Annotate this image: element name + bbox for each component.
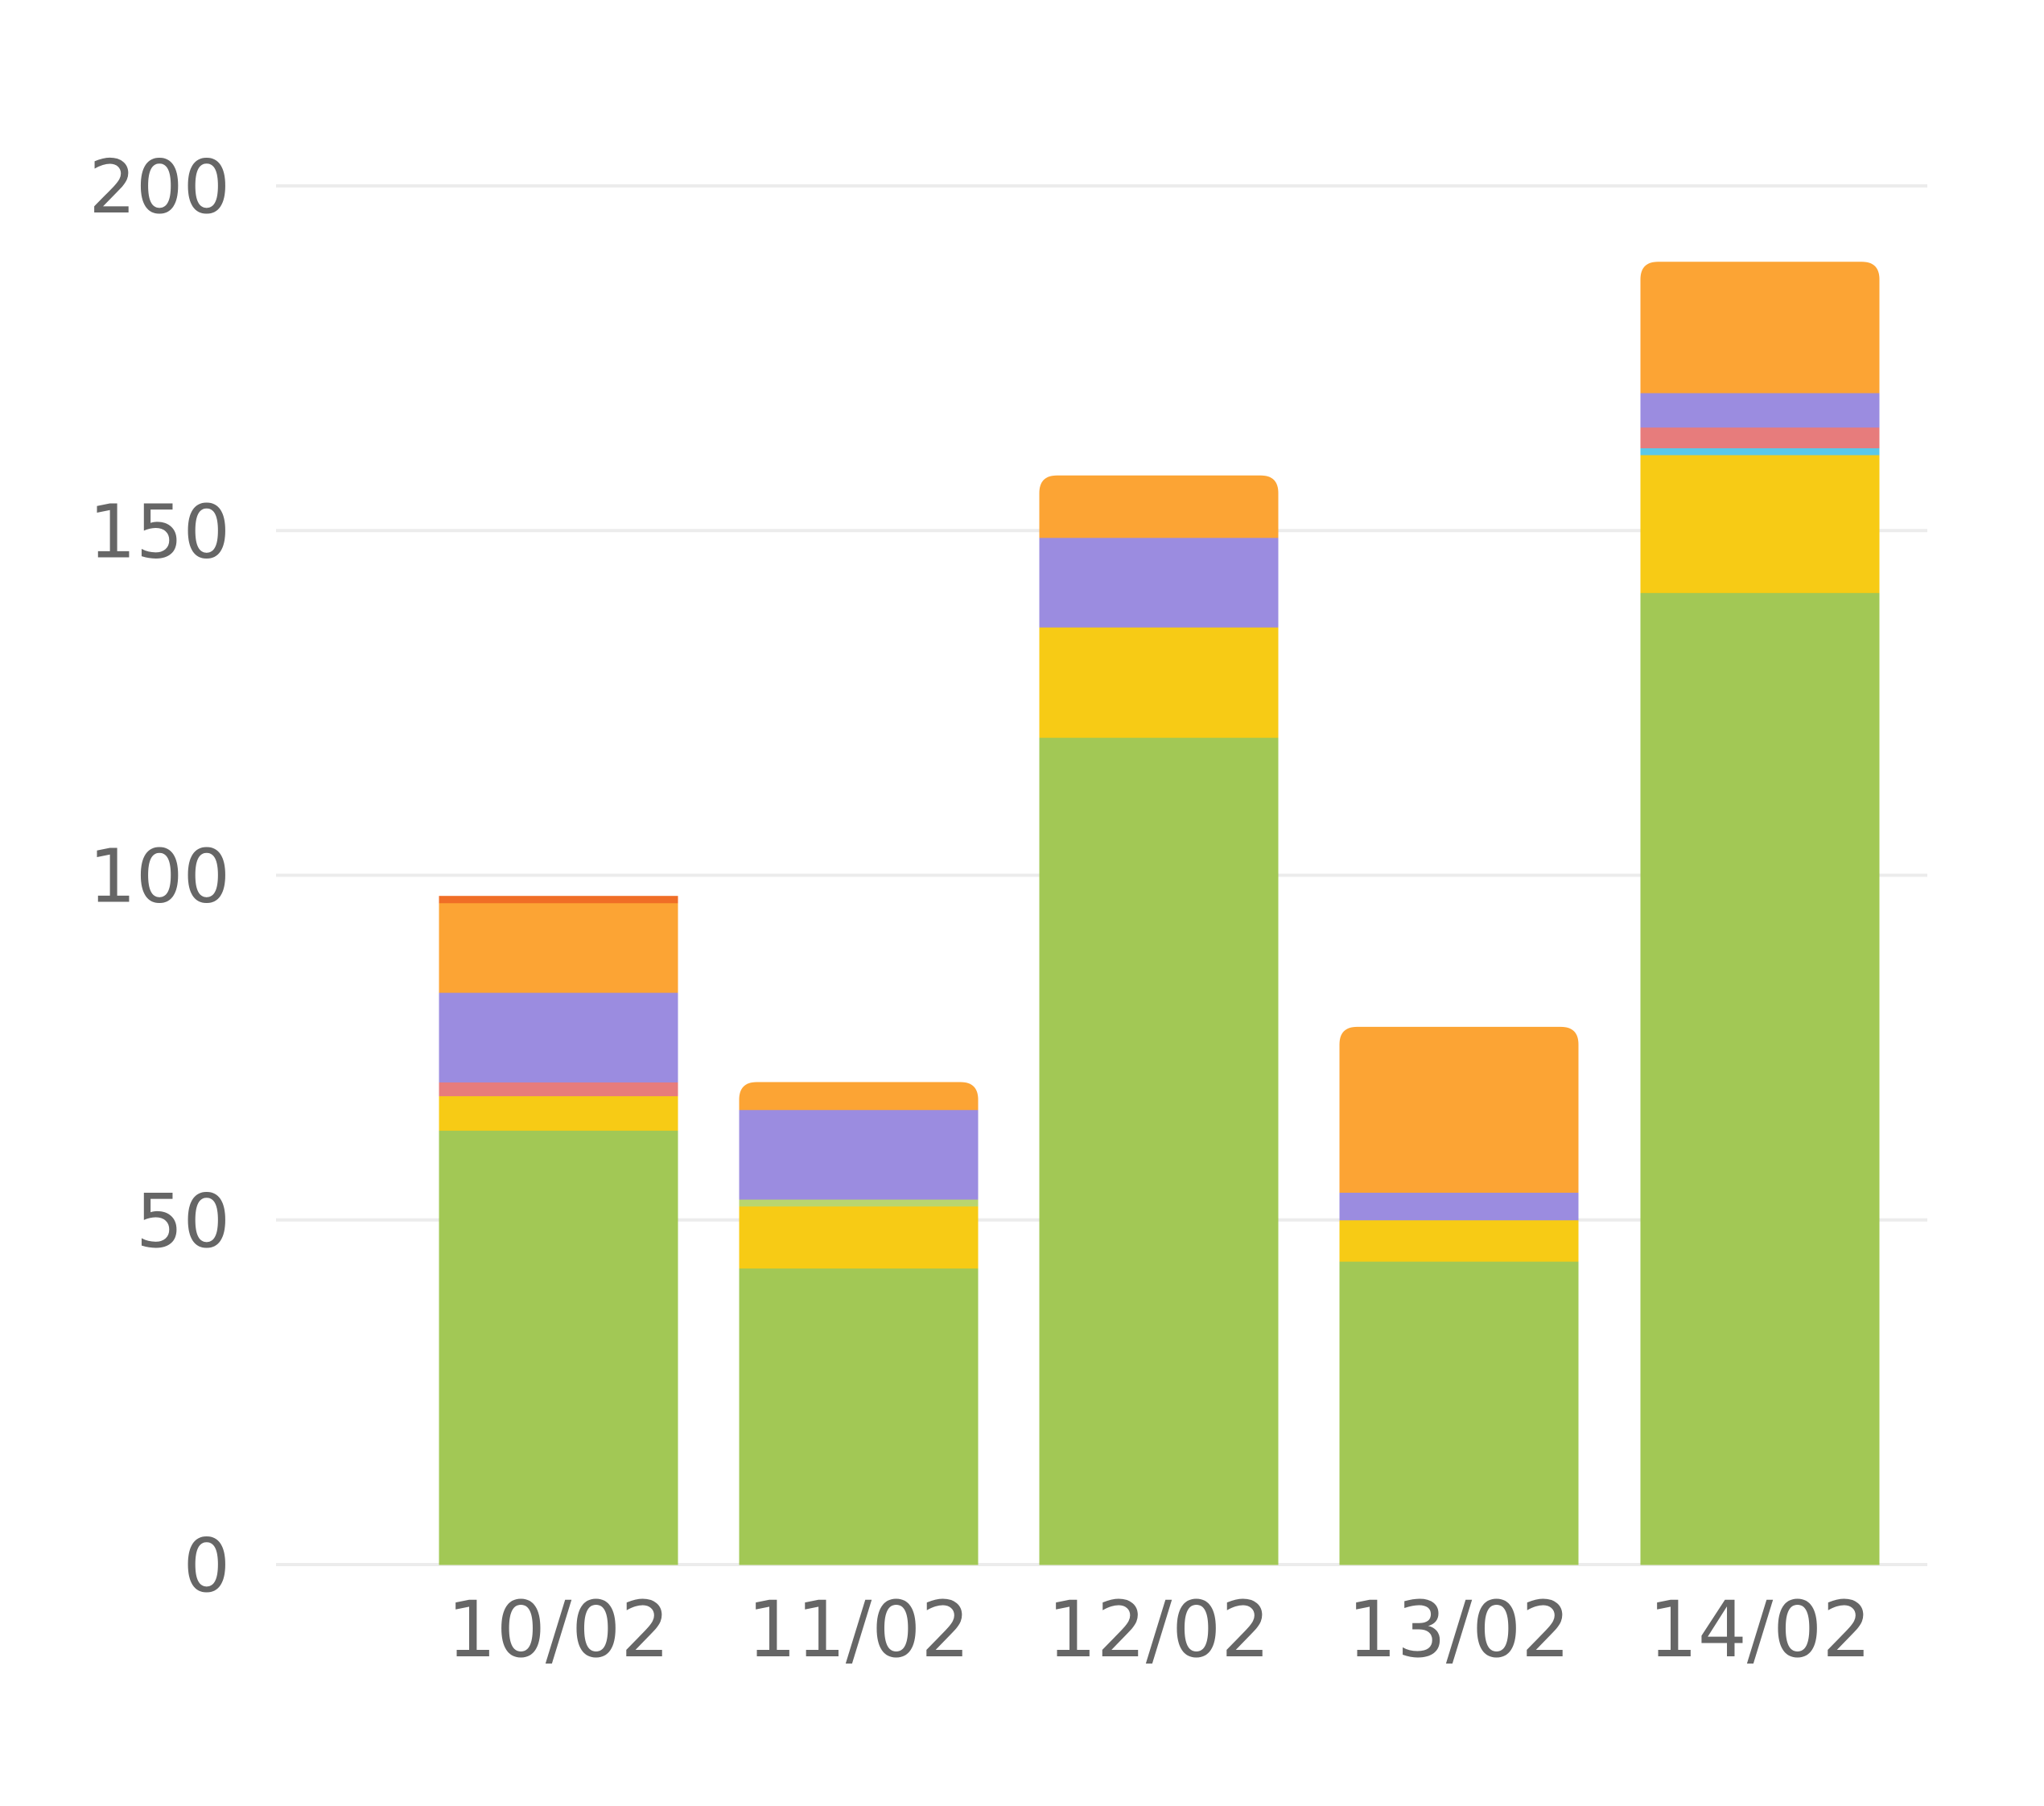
y-tick-label: 0	[183, 1523, 230, 1609]
bar-segment	[1039, 737, 1279, 1565]
bar-segment	[739, 1199, 979, 1207]
bar-stack-11-02	[739, 1082, 979, 1565]
bar-segment	[739, 1268, 979, 1565]
bar-segment	[1339, 1192, 1579, 1221]
y-tick-label: 100	[89, 834, 230, 920]
y-tick-label: 50	[136, 1178, 230, 1264]
bar-segment	[1339, 1261, 1579, 1565]
bar-segment	[439, 1095, 678, 1131]
bars	[439, 262, 1880, 1565]
bar-segment	[1640, 392, 1880, 428]
x-axis-tick-labels: 10/02 11/02 12/02 13/02 14/02	[447, 1585, 1872, 1675]
bar-stack-12-02	[1039, 475, 1279, 1565]
bar-stack-14-02	[1640, 262, 1880, 1565]
bar-segment	[1640, 427, 1880, 448]
y-tick-label: 150	[89, 489, 230, 575]
bar-segment	[439, 1082, 678, 1097]
bar-segment	[739, 1206, 979, 1269]
bar-segment	[439, 896, 678, 904]
bar-segment	[1640, 447, 1880, 456]
bar-segment	[439, 992, 678, 1082]
x-tick-label: 11/02	[748, 1585, 970, 1675]
bar-segment	[1039, 475, 1279, 538]
x-tick-label: 12/02	[1048, 1585, 1271, 1675]
bar-stack-13-02	[1339, 1026, 1579, 1565]
bar-segment	[439, 1130, 678, 1565]
bar-segment	[1339, 1219, 1579, 1262]
bar-stack-10-02	[439, 896, 678, 1565]
bar-segment	[1640, 455, 1880, 593]
bar-segment	[439, 902, 678, 993]
x-tick-label: 14/02	[1649, 1585, 1872, 1675]
bar-segment	[1339, 1026, 1579, 1193]
bar-segment	[1039, 537, 1279, 628]
bar-segment	[739, 1109, 979, 1200]
y-axis-tick-labels: 0 50 100 150 200	[89, 144, 230, 1609]
bar-segment	[1640, 592, 1880, 1565]
bar-segment	[1640, 262, 1880, 394]
x-tick-label: 13/02	[1348, 1585, 1571, 1675]
y-tick-label: 200	[89, 144, 230, 230]
bar-segment	[739, 1082, 979, 1111]
x-tick-label: 10/02	[447, 1585, 670, 1675]
bar-segment	[1039, 627, 1279, 738]
